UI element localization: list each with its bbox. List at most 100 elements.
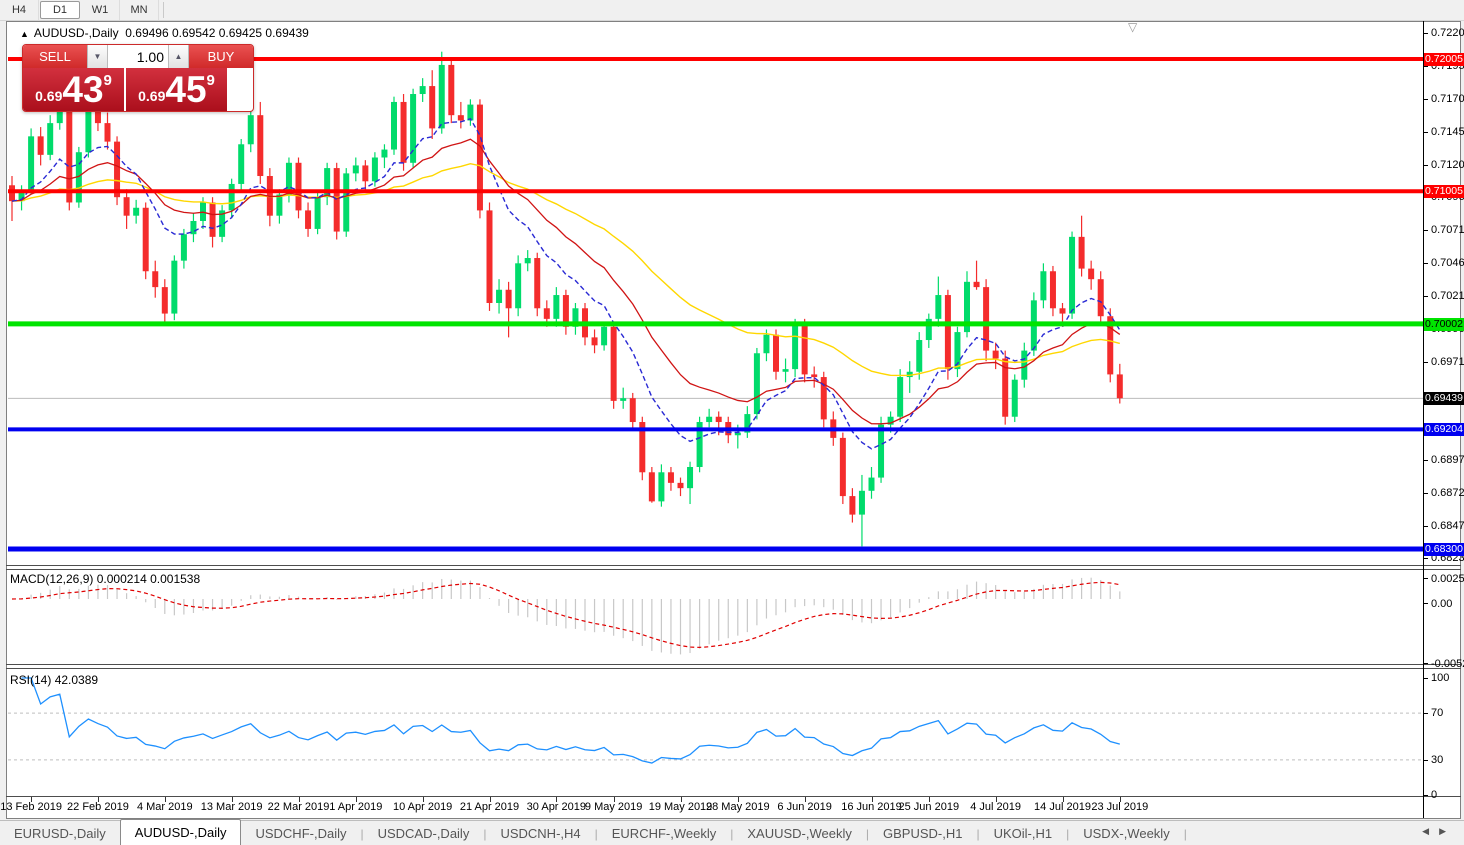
price-tick-label: 0.71705	[1431, 92, 1464, 105]
rsi-tick	[1424, 795, 1428, 796]
panel-splitter[interactable]	[6, 668, 1461, 669]
panel-splitter[interactable]	[6, 569, 1461, 570]
price-tick	[1424, 460, 1428, 462]
sell-price-base: 0.69	[35, 88, 63, 104]
date-tick	[231, 797, 233, 802]
symbol-tab-audusd[interactable]: AUDUSD-,Daily	[119, 819, 242, 845]
rsi-line	[21, 677, 1120, 764]
macd-tick	[1424, 663, 1428, 664]
sell-price-pip: 9	[103, 72, 112, 89]
tab-separator: |	[976, 826, 980, 841]
date-label: 13 Mar 2019	[200, 801, 263, 813]
tab-separator: |	[360, 826, 364, 841]
resistance-1-label: 0.72005	[1424, 52, 1464, 66]
price-tick-label: 0.68725	[1431, 486, 1464, 499]
date-tick	[298, 797, 300, 802]
rsi-axis-label: 100	[1431, 672, 1450, 684]
price-tick	[1424, 98, 1428, 100]
panel-splitter[interactable]	[6, 664, 1461, 665]
volume-increase-button[interactable]: ▲	[168, 45, 189, 68]
date-label: 25 Jun 2019	[898, 801, 960, 813]
support-2-label: 0.68300	[1424, 542, 1464, 556]
date-label: 13 Feb 2019	[0, 801, 62, 813]
price-tick-label: 0.69715	[1431, 355, 1464, 368]
volume-decrease-button[interactable]: ▼	[87, 45, 108, 68]
date-tick	[995, 797, 997, 802]
sell-button[interactable]: SELL	[23, 45, 87, 68]
price-tick-label: 0.71205	[1431, 158, 1464, 171]
timeframe-button-w1[interactable]: W1	[81, 0, 120, 20]
macd-label: MACD(12,26,9) 0.000214 0.001538	[10, 572, 200, 586]
rsi-value: 42.0389	[54, 673, 99, 687]
buy-button[interactable]: BUY	[189, 45, 253, 68]
symbol-tab-ukoil[interactable]: UKOil-,H1	[993, 826, 1053, 841]
date-label: 4 Jul 2019	[970, 801, 1022, 813]
date-label: 19 May 2019	[648, 801, 713, 813]
volume-input[interactable]	[108, 45, 168, 68]
round-level-label: 0.70002	[1424, 317, 1464, 331]
price-tick-label: 0.68475	[1431, 519, 1464, 532]
tab-separator: |	[730, 826, 734, 841]
macd-axis-label: -0.005234	[1431, 658, 1464, 670]
chart-window[interactable]	[6, 21, 1461, 819]
rsi-axis-label: 0	[1431, 789, 1438, 801]
macd-axis-label: 0.00	[1431, 598, 1453, 610]
price-tick-label: 0.70215	[1431, 289, 1464, 302]
date-label: 16 Jun 2019	[841, 801, 902, 813]
date-tick	[804, 797, 806, 802]
symbol-tab-usdcad[interactable]: USDCAD-,Daily	[377, 826, 470, 841]
date-tick	[928, 797, 930, 802]
price-tick	[1424, 131, 1428, 133]
symbol-tab-xauusd[interactable]: XAUUSD-,Weekly	[747, 826, 852, 841]
candles	[9, 51, 1123, 547]
ma-mid-line	[11, 138, 1121, 425]
timeframe-button-h4[interactable]: H4	[0, 0, 39, 20]
date-tick	[31, 797, 33, 802]
date-tick	[1119, 797, 1121, 802]
date-tick	[489, 797, 491, 802]
sell-price-display[interactable]: 0.69 43 9	[23, 68, 124, 111]
chart-shift-marker-icon[interactable]: ▽	[1128, 20, 1138, 34]
timeframe-button-mn[interactable]: MN	[120, 0, 159, 20]
price-tick	[1424, 164, 1428, 166]
current-price-label: 0.69439	[1424, 392, 1464, 406]
symbol-tab-usdcnh[interactable]: USDCNH-,H4	[500, 826, 581, 841]
date-label: 1 Apr 2019	[329, 801, 383, 813]
date-tick	[355, 797, 357, 802]
date-label: 6 Jun 2019	[777, 801, 832, 813]
price-tick	[1424, 66, 1428, 68]
symbol-tab-eurchf[interactable]: EURCHF-,Weekly	[611, 826, 717, 841]
date-tick	[1062, 797, 1064, 802]
date-tick	[556, 797, 558, 802]
date-tick	[422, 797, 424, 802]
symbol-tab-gbpusd[interactable]: GBPUSD-,H1	[883, 826, 963, 841]
date-label: 28 May 2019	[705, 801, 770, 813]
tab-scroll-arrows[interactable]: ◀▶	[1422, 826, 1456, 836]
rsi-axis-label: 70	[1431, 707, 1444, 720]
macd-name: MACD(12,26,9)	[10, 572, 94, 586]
date-label: 10 Apr 2019	[392, 801, 453, 813]
chart-ohlc-values: 0.69496 0.69542 0.69425 0.69439	[125, 26, 309, 40]
timeframe-button-d1[interactable]: D1	[40, 1, 80, 19]
ma-slow-line	[11, 162, 1120, 377]
rsi-axis-label: 30	[1431, 753, 1444, 766]
date-tick	[97, 797, 99, 802]
price-tick	[1424, 361, 1428, 363]
tab-separator: |	[1183, 826, 1187, 841]
panel-splitter[interactable]	[6, 565, 1461, 566]
date-tick	[737, 797, 739, 802]
date-label: 14 Jul 2019	[1034, 801, 1091, 813]
rsi-name: RSI(14)	[10, 673, 52, 687]
buy-price-display[interactable]: 0.69 45 9	[126, 68, 227, 111]
symbol-tab-usdx[interactable]: USDX-,Weekly	[1083, 826, 1170, 841]
support-1-label: 0.69204	[1424, 423, 1464, 437]
symbol-tab-usdchf[interactable]: USDCHF-,Daily	[255, 826, 347, 841]
price-tick	[1424, 295, 1428, 297]
date-label: 23 Jul 2019	[1091, 801, 1149, 813]
symbol-tab-eurusd[interactable]: EURUSD-,Daily	[14, 826, 106, 841]
price-tick	[1424, 263, 1428, 265]
buy-price-base: 0.69	[138, 88, 166, 104]
